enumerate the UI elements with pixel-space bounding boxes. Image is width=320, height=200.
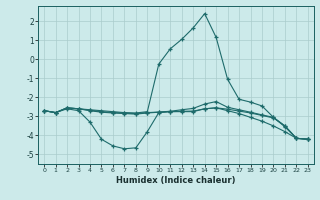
X-axis label: Humidex (Indice chaleur): Humidex (Indice chaleur) <box>116 176 236 185</box>
